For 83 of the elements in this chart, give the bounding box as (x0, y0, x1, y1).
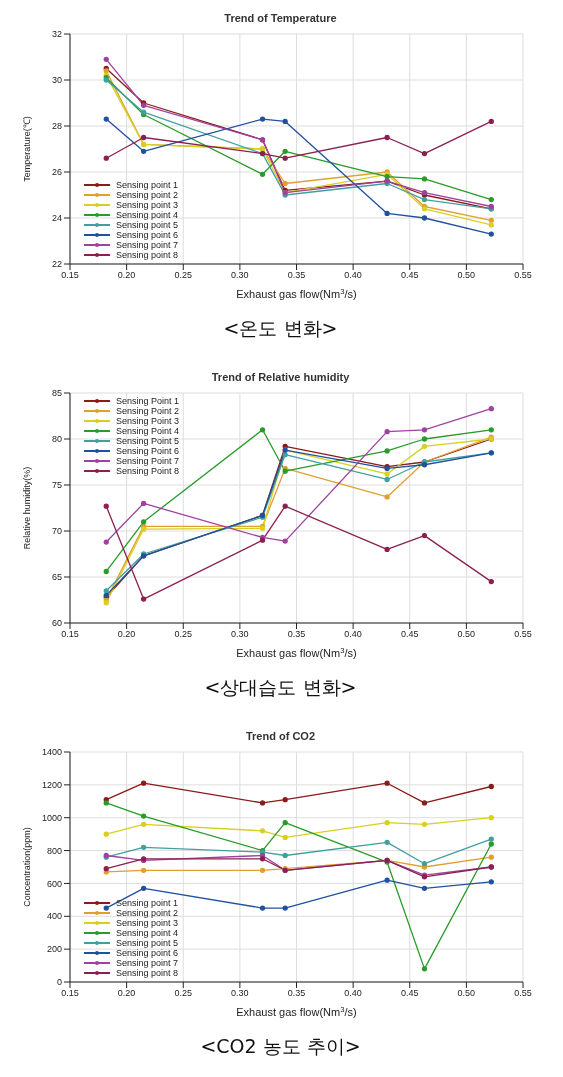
x-tick-label: 0.55 (514, 629, 532, 640)
x-tick-label: 0.55 (514, 988, 532, 999)
y-tick-label: 1000 (41, 812, 62, 823)
y-tick-label: 32 (51, 29, 62, 40)
y-axis-title: Relative humidity(%) (22, 466, 32, 550)
chart-title: Trend of Temperature (223, 11, 338, 26)
legend-label: Sensing Point 7 (116, 456, 180, 466)
x-tick-label: 0.50 (457, 270, 476, 281)
legend-label: Sensing point 7 (116, 958, 179, 968)
x-tick-label: 0.45 (400, 270, 419, 281)
legend-label: Sensing point 4 (116, 928, 179, 938)
legend-label: Sensing point 1 (116, 898, 179, 908)
x-tick-label: 0.15 (61, 629, 79, 640)
x-tick-label: 0.35 (287, 270, 306, 281)
x-tick-label: 0.15 (61, 270, 79, 281)
text: <온도 변화> (222, 316, 339, 341)
x-tick-label: 0.25 (174, 629, 193, 640)
y-tick-label: 24 (51, 213, 62, 224)
x-tick-label: 0.35 (287, 988, 306, 999)
x-tick-label: 0.35 (287, 629, 306, 640)
legend-label: Sensing point 4 (116, 210, 179, 220)
x-tick-label: 0.40 (344, 988, 362, 999)
chart-title: Trend of Relative humidity (210, 370, 351, 385)
legend-label: Sensing Point 3 (116, 416, 180, 426)
x-tick-label: 0.20 (117, 629, 136, 640)
legend-label: Sensing point 2 (116, 190, 179, 200)
y-tick-label: 800 (46, 845, 62, 856)
y-tick-label: 60 (51, 618, 62, 629)
y-tick-label: 26 (51, 167, 62, 178)
x-tick-label: 0.15 (61, 988, 79, 999)
y-tick-label: 1200 (41, 780, 62, 791)
y-tick-label: 22 (51, 259, 62, 270)
y-axis-title: Temperature(℃) (22, 116, 32, 182)
x-tick-label: 0.20 (117, 988, 136, 999)
y-tick-label: 400 (46, 911, 62, 922)
legend-label: Sensing point 6 (116, 230, 179, 240)
x-axis-title: Exhaust gas flow(Nm$^{3}$/s) (236, 645, 357, 659)
legend-label: Sensing Point 8 (116, 466, 180, 476)
legend-label: Sensing point 2 (116, 908, 179, 918)
y-tick-label: 30 (51, 75, 62, 86)
y-tick-label: 75 (51, 480, 62, 491)
legend-label: Sensing Point 6 (116, 446, 180, 456)
legend-label: Sensing point 3 (116, 918, 179, 928)
x-tick-label: 0.40 (344, 270, 362, 281)
legend-label: Sensing point 3 (116, 200, 179, 210)
x-tick-label: 0.40 (344, 629, 362, 640)
x-axis-title: Exhaust gas flow(Nm$^{3}$/s) (236, 286, 357, 300)
legend-label: Sensing Point 4 (116, 426, 180, 436)
y-axis-title: Concentration(ppm) (22, 827, 32, 907)
legend-label: Sensing Point 2 (116, 406, 180, 416)
legend-label: Sensing point 8 (116, 968, 179, 978)
x-tick-label: 0.30 (231, 629, 249, 640)
legend-label: Sensing point 6 (116, 948, 179, 958)
legend-label: Sensing point 7 (116, 240, 179, 250)
legend-label: Sensing point 1 (116, 180, 179, 190)
y-tick-label: 85 (51, 388, 62, 399)
text: <CO2 농도 추이> (199, 1034, 362, 1059)
y-tick-label: 200 (46, 944, 62, 955)
y-tick-label: 1400 (41, 747, 62, 758)
x-tick-label: 0.45 (400, 629, 419, 640)
y-tick-label: 70 (51, 526, 62, 537)
x-tick-label: 0.25 (174, 988, 193, 999)
y-tick-label: 80 (51, 434, 62, 445)
y-tick-label: 28 (51, 121, 62, 132)
y-tick-label: 65 (51, 572, 62, 583)
x-tick-label: 0.30 (231, 988, 249, 999)
chart-title: Trend of CO2 (244, 729, 317, 744)
x-axis-title: Exhaust gas flow(Nm$^{3}$/s) (236, 1004, 357, 1018)
x-tick-label: 0.55 (514, 270, 532, 281)
legend-label: Sensing point 5 (116, 938, 179, 948)
text: <상대습도 변화> (203, 675, 358, 700)
legend-label: Sensing Point 1 (116, 396, 180, 406)
legend-label: Sensing point 5 (116, 220, 179, 230)
legend-label: Sensing point 8 (116, 250, 179, 260)
x-tick-label: 0.20 (117, 270, 136, 281)
y-tick-label: 600 (46, 878, 62, 889)
x-tick-label: 0.25 (174, 270, 193, 281)
y-tick-label: 0 (56, 977, 62, 988)
x-tick-label: 0.50 (457, 629, 476, 640)
x-tick-label: 0.30 (231, 270, 249, 281)
x-tick-label: 0.50 (457, 988, 476, 999)
x-tick-label: 0.45 (400, 988, 419, 999)
legend-label: Sensing Point 5 (116, 436, 180, 446)
